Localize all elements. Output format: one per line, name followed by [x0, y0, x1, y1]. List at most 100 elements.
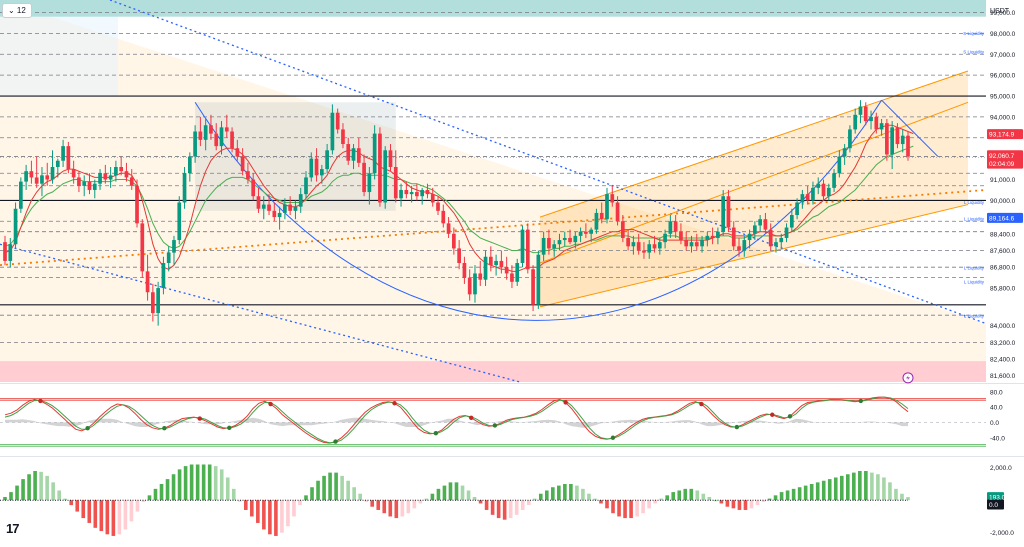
macd-bar	[280, 500, 284, 533]
macd-bar	[719, 500, 724, 504]
candle-body	[689, 242, 694, 247]
candle-body	[362, 162, 366, 193]
osc-diff-area	[5, 417, 908, 428]
macd-bar	[406, 500, 411, 514]
macd-bar	[57, 490, 61, 501]
macd-bar	[472, 496, 477, 501]
osc-cross-dot	[492, 423, 498, 428]
candle-body	[240, 156, 245, 172]
candle-body	[673, 221, 678, 232]
candle-body	[515, 263, 520, 282]
macd-bar	[316, 480, 320, 501]
candle-body	[610, 194, 615, 203]
macd-bar	[334, 472, 338, 501]
price-axis-bg	[986, 0, 1024, 542]
candle-body	[45, 175, 50, 180]
osc-cross-dot	[268, 401, 273, 407]
osc-cross-dot	[734, 424, 740, 430]
macd-bar	[219, 469, 224, 501]
candle-body	[705, 235, 710, 241]
candle-body	[863, 106, 868, 122]
osc-tick-label: 40.0	[990, 405, 1003, 412]
candle-body	[837, 156, 842, 174]
macd-bar	[3, 496, 7, 501]
candle-body	[98, 173, 102, 184]
candle-body	[552, 244, 557, 249]
macd-bar	[394, 500, 399, 519]
macd-bar	[195, 464, 200, 501]
price-tick-label: 91,000.0	[990, 177, 1016, 184]
macd-bar	[171, 474, 176, 501]
macd-bar	[117, 500, 122, 535]
candle-body	[753, 225, 757, 234]
candle-body	[135, 185, 139, 224]
macd-bar	[376, 500, 381, 510]
osc-cross-dot	[433, 430, 439, 436]
macd-bar	[298, 500, 302, 506]
candle-body	[573, 235, 578, 243]
osc-tick-label: 80.0	[990, 389, 1003, 396]
candle-body	[77, 177, 81, 186]
candle-body	[219, 127, 224, 147]
osc-cross-dot	[227, 425, 232, 430]
trend-zone-cut	[0, 0, 986, 324]
candle-body	[8, 244, 13, 261]
macd-bar	[310, 487, 314, 501]
candle-body	[562, 237, 567, 241]
macd-bar	[520, 500, 525, 510]
macd-bar	[382, 500, 387, 514]
candle-body	[129, 177, 134, 186]
macd-bar	[803, 485, 808, 501]
price-label-box	[987, 129, 1023, 140]
candle-body	[61, 146, 65, 161]
macd-bar	[21, 479, 25, 501]
macd-bar	[292, 500, 296, 517]
candle-body	[29, 171, 34, 178]
macd-bar	[262, 500, 266, 530]
macd-bar	[761, 500, 766, 502]
candle-body	[589, 229, 594, 234]
macd-bar	[647, 500, 651, 509]
price-tick-label: 87,600.0	[990, 248, 1016, 255]
macd-bar	[436, 488, 441, 501]
macd-bar	[749, 500, 754, 509]
macd-bar	[201, 464, 206, 501]
macd-bar	[123, 500, 128, 530]
candle-body	[193, 131, 197, 157]
macd-bar	[274, 500, 278, 536]
macd-bar	[815, 482, 820, 501]
price-label-box	[987, 158, 1023, 169]
price-label-box	[987, 150, 1023, 161]
tradingview-logo[interactable]: 17	[6, 521, 20, 536]
candle-body	[409, 192, 414, 195]
candle-body	[420, 189, 425, 197]
price-tick-label: 90,000.0	[990, 198, 1016, 205]
candle-body	[636, 242, 641, 251]
candle-body	[372, 133, 377, 174]
candle-body	[826, 187, 831, 197]
osc-cross-dot	[392, 401, 397, 406]
candle-body	[652, 244, 657, 249]
candle-body	[24, 171, 28, 182]
macd-bar	[767, 498, 772, 501]
price-tick-label: 99,000.0	[990, 10, 1016, 17]
macd-bar	[237, 500, 242, 502]
candle-body	[879, 123, 884, 130]
candle-body	[742, 240, 747, 251]
candle-body	[119, 166, 124, 172]
interval-badge[interactable]: ⌄ 12	[2, 3, 32, 18]
osc-cross-dot	[770, 412, 775, 417]
candle-body	[415, 192, 419, 197]
candle-body	[288, 204, 293, 211]
osc-cross-dot	[162, 425, 167, 431]
candle-body	[298, 194, 303, 207]
candle-body	[293, 206, 298, 211]
candle-body	[309, 158, 314, 178]
macd-bar	[557, 485, 561, 501]
currency-label: USDT	[990, 8, 1010, 15]
candle-body	[605, 194, 609, 220]
trendline-upper	[109, 0, 987, 325]
macd-bar	[141, 500, 146, 502]
